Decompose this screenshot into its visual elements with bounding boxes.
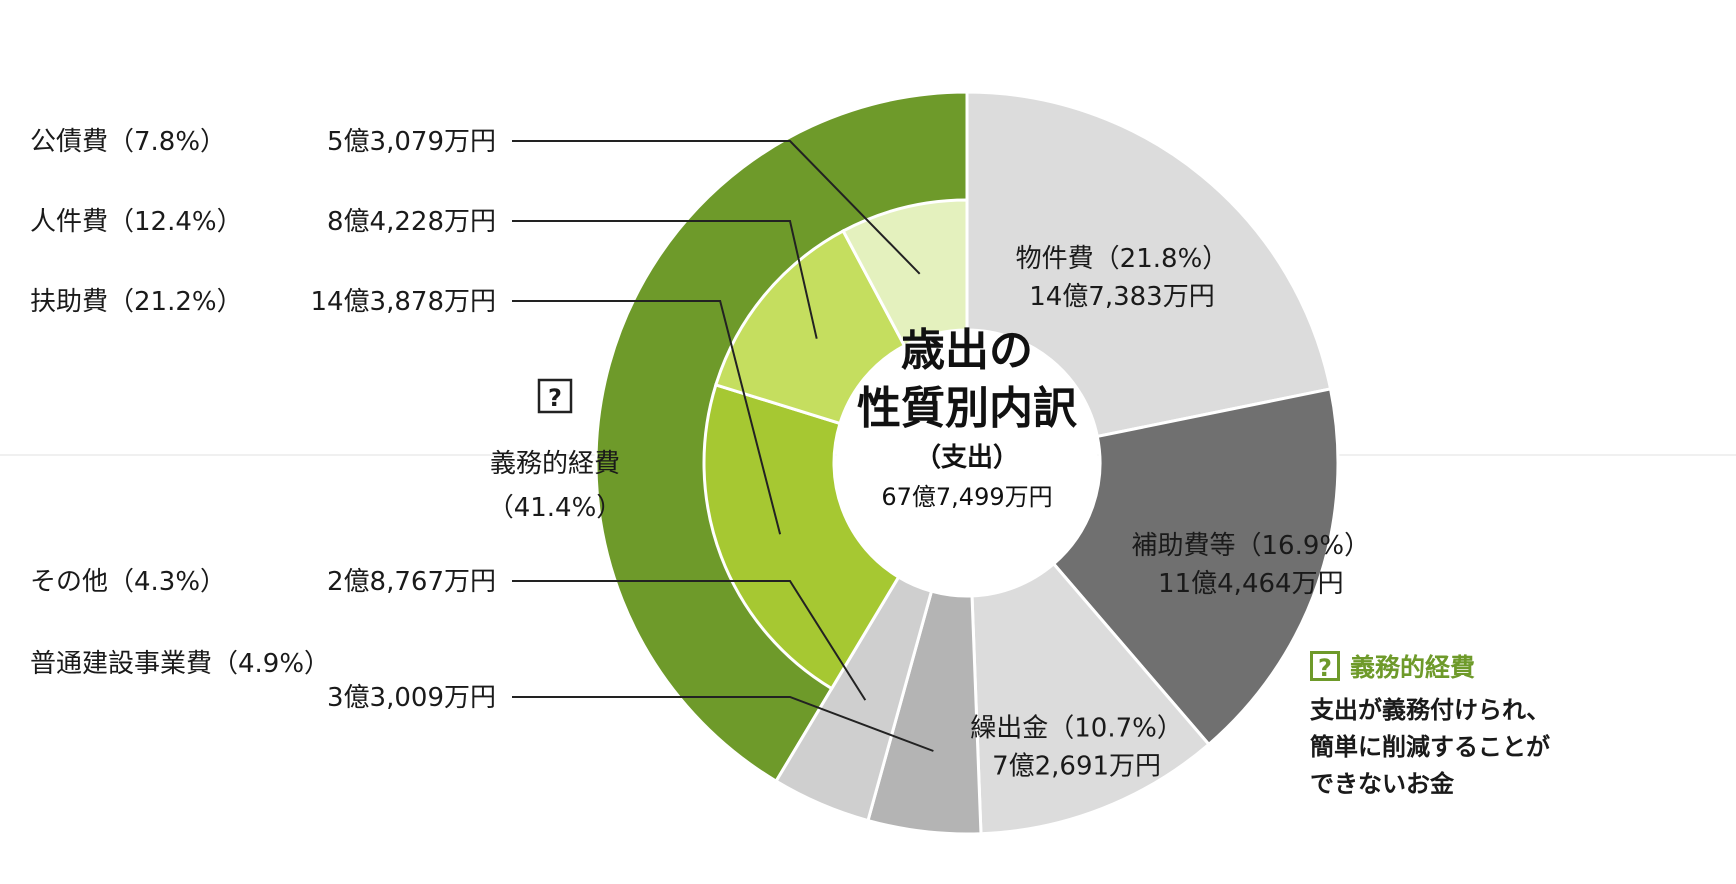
- center-hole: [836, 332, 1098, 594]
- leader-line-4: [512, 696, 934, 752]
- definition-callout: ? 義務的経費 支出が義務付けられ、 簡単に削減することが できないお金: [1310, 648, 1640, 803]
- leader-line-7: [512, 220, 818, 339]
- slice-label-name-7: 人件費（12.4%）: [30, 207, 243, 237]
- center-title-line-1: 歳出の: [901, 325, 1033, 376]
- slice-label-amount-4: 3億3,009万円: [327, 683, 496, 713]
- callout-header: ? 義務的経費: [1310, 648, 1640, 684]
- center-title-line-2: 性質別内訳: [857, 383, 1078, 434]
- slice-label-amount-3: 7億2,691万円: [992, 751, 1161, 781]
- group-label-name: 義務的経費: [490, 449, 620, 479]
- leader-line-5: [512, 580, 867, 701]
- question-icon: ?: [1310, 651, 1340, 682]
- pie-slice-5: [774, 574, 934, 823]
- slice-label-name-8: 公債費（7.8%）: [30, 127, 226, 157]
- pie-slice-8: [841, 198, 969, 348]
- pie-slice-1: [965, 90, 1333, 439]
- slice-label-amount-6: 14億3,878万円: [310, 287, 496, 317]
- slice-label-amount-7: 8億4,228万円: [327, 207, 496, 237]
- slice-label-name-5: その他（4.3%）: [30, 567, 226, 597]
- callout-title: 義務的経費: [1350, 653, 1476, 682]
- slice-label-name-1: 物件費（21.8%）: [1016, 244, 1229, 274]
- leader-line-8: [512, 140, 921, 275]
- group-question-mark: ?: [548, 384, 562, 412]
- pie-slice-2: [1051, 387, 1340, 747]
- chart-slices: [702, 90, 1340, 836]
- leader-lines: [512, 140, 934, 752]
- slice-label-amount-5: 2億8,767万円: [327, 567, 496, 597]
- center-total: 67億7,499万円: [881, 483, 1052, 511]
- slice-label-amount-1: 14億7,383万円: [1029, 282, 1215, 312]
- group-label-percent: （41.4%）: [488, 493, 623, 523]
- pie-slice-6: [702, 383, 901, 691]
- pie-slice-7: [713, 228, 907, 426]
- slice-label-name-2: 補助費等（16.9%）: [1132, 531, 1371, 561]
- slice-label-amount-8: 5億3,079万円: [327, 127, 496, 157]
- group-question-icon: [537, 378, 573, 414]
- slice-label-name-4: 普通建設事業費（4.9%）: [30, 649, 330, 679]
- slice-label-name-6: 扶助費（21.2%）: [30, 287, 243, 317]
- pie-slice-3: [970, 561, 1211, 836]
- center-subtitle: （支出）: [915, 443, 1019, 473]
- slice-label-amount-2: 11億4,464万円: [1158, 569, 1344, 599]
- slice-label-name-3: 繰出金（10.7%）: [970, 713, 1183, 743]
- leader-line-6: [512, 300, 782, 535]
- callout-text: 支出が義務付けられ、 簡単に削減することが できないお金: [1310, 696, 1551, 798]
